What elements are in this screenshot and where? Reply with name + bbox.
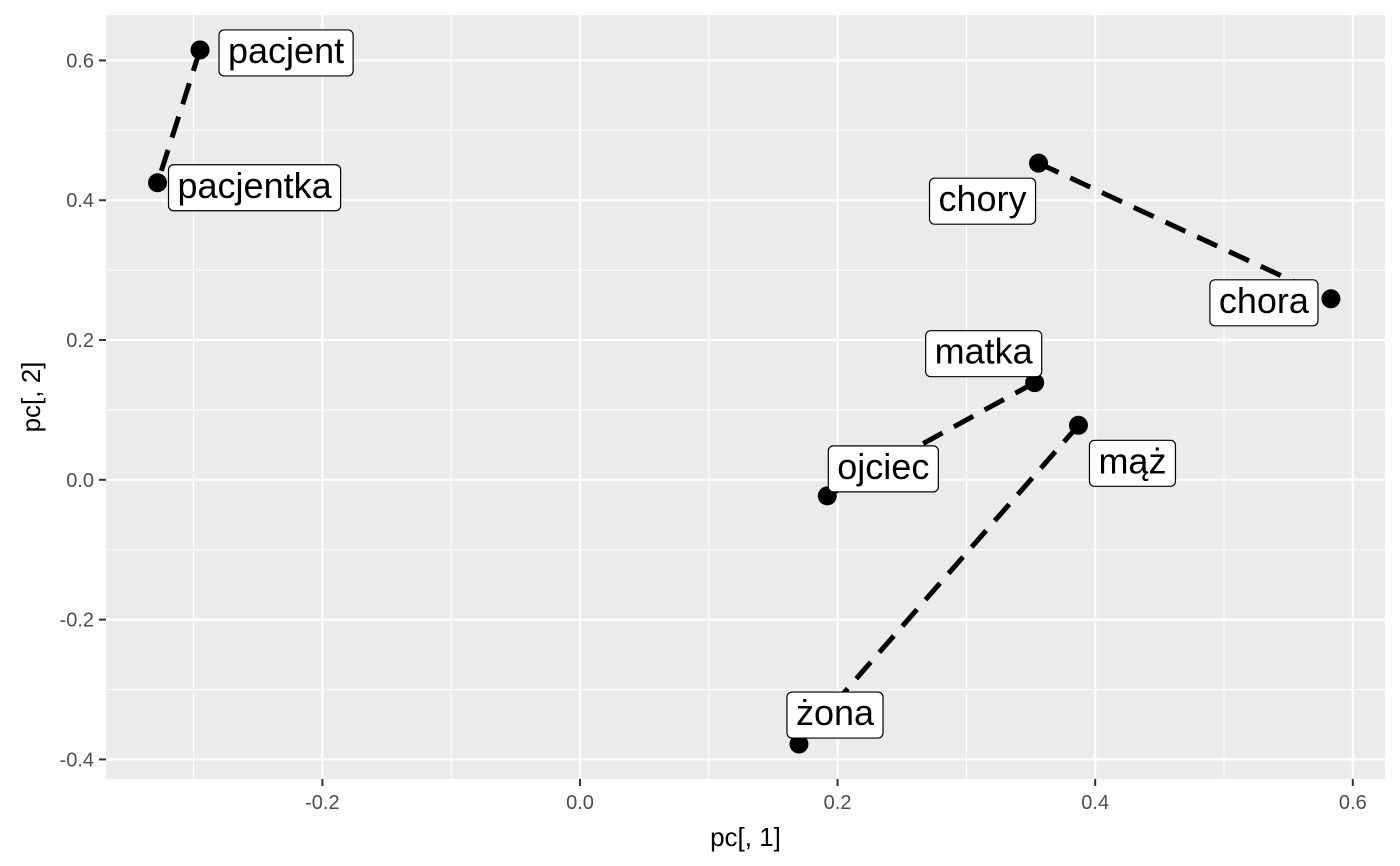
data-points	[148, 40, 1341, 754]
y-tick-label: -0.4	[60, 749, 94, 771]
label-matka: matka	[925, 330, 1043, 378]
label-box	[925, 330, 1043, 378]
label-text: mąż	[1098, 440, 1166, 481]
label-mąż: mąż	[1088, 439, 1177, 487]
label-box	[786, 691, 884, 739]
point-matka	[1025, 373, 1045, 393]
segment-mąż-żona	[797, 423, 1081, 746]
label-text: żona	[796, 692, 875, 733]
label-text: chory	[939, 178, 1027, 219]
point-żona	[789, 734, 809, 754]
plot-panel	[106, 15, 1385, 779]
segment-pacjent-pacjentka	[155, 49, 203, 184]
label-text: ojciec	[837, 446, 929, 487]
segment-chory-chora	[1037, 160, 1332, 302]
x-tick-label: -0.2	[305, 792, 339, 814]
y-axis-ticks: -0.4 -0.2 0.0 0.2 0.4 0.6	[60, 50, 106, 771]
point-chory	[1029, 153, 1049, 173]
label-ojciec: ojciec	[827, 445, 939, 493]
label-żona: żona	[786, 691, 884, 739]
point-pacjentka	[148, 173, 168, 193]
label-box	[1209, 279, 1319, 327]
x-tick-label: 0.0	[566, 792, 594, 814]
x-tick-label: 0.4	[1081, 792, 1109, 814]
x-axis-title: pc[, 1]	[710, 822, 781, 852]
x-tick-label: 0.6	[1339, 792, 1367, 814]
label-pacjent: pacjent	[218, 29, 354, 77]
label-text: pacjent	[228, 30, 344, 71]
x-tick-label: 0.2	[824, 792, 852, 814]
label-pacjentka: pacjentka	[167, 164, 342, 212]
y-tick-label: 0.2	[66, 330, 94, 352]
label-box	[167, 164, 342, 212]
minor-gridlines	[106, 15, 1385, 779]
point-mąż	[1068, 415, 1088, 435]
label-text: chora	[1219, 280, 1310, 321]
label-chora: chora	[1209, 279, 1319, 327]
label-box	[827, 445, 939, 493]
label-text: matka	[935, 331, 1034, 372]
y-axis-title: pc[, 2]	[16, 362, 46, 433]
y-tick-label: 0.0	[66, 470, 94, 492]
x-axis-ticks: -0.2 0.0 0.2 0.4 0.6	[305, 779, 1367, 814]
label-chory: chory	[928, 177, 1037, 225]
y-tick-label: -0.2	[60, 610, 94, 632]
point-pacjent	[190, 40, 210, 60]
label-text: pacjentka	[178, 165, 333, 206]
label-box	[928, 177, 1037, 225]
y-tick-label: 0.6	[66, 50, 94, 72]
label-box	[218, 29, 354, 77]
point-labels: pacjent pacjentka chory chora matka ojciec mąż…	[167, 29, 1319, 739]
y-tick-label: 0.4	[66, 190, 94, 212]
point-chora	[1321, 289, 1341, 309]
label-box	[1088, 439, 1177, 487]
